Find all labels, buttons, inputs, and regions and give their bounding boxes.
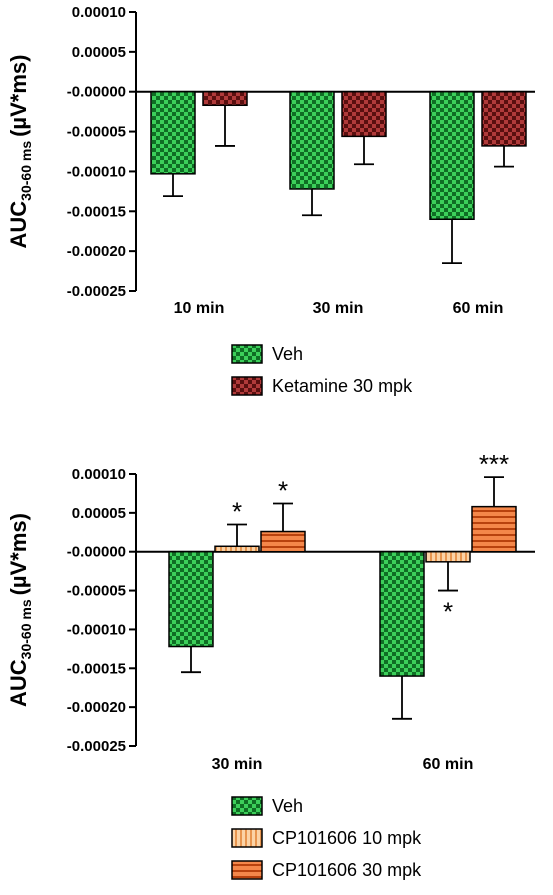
y-tick-label: -0.00015 [67,660,126,677]
x-category-label: 60 min [453,300,504,317]
legend-swatch [231,828,263,848]
bar [425,550,471,563]
legend-label: Veh [272,796,303,816]
y-tick-label: -0.00000 [67,84,126,101]
y-tick-label: -0.00020 [67,699,126,716]
y-tick-label: -0.00005 [67,124,126,141]
bar [341,90,387,138]
legend-top: Veh Ketamine 30 mpk [231,344,413,396]
bar [481,90,527,147]
bar [429,90,475,221]
y-tick-label: 0.00005 [72,505,126,522]
bar [214,545,260,553]
y-tick-label: -0.00025 [67,738,126,755]
bar [379,550,425,677]
x-category-label: 60 min [423,756,474,773]
significance-marker: * [278,476,288,506]
y-tick-label: -0.00010 [67,163,126,180]
y-tick-label: -0.00015 [67,203,126,220]
y-axis-label: AUC30-60 ms(µV*ms) [6,513,34,707]
x-category-label: 30 min [212,756,263,773]
y-tick-label: -0.00000 [67,544,126,561]
bar [150,90,196,175]
y-tick-label: 0.00010 [72,4,126,21]
significance-marker: * [232,497,242,527]
bar [260,530,306,553]
y-tick-label: -0.00025 [67,283,126,300]
y-axis-label: AUC30-60 ms(µV*ms) [6,55,34,249]
legend-swatch [231,860,263,880]
y-tick-label: 0.00005 [72,44,126,61]
chart-bottom: 0.00010 0.00005 -0.00000 -0.00005 -0.00010 -0… [6,449,535,773]
bar [471,505,517,553]
y-tick-label: -0.00005 [67,583,126,600]
y-tick-label: -0.00020 [67,243,126,260]
bar [202,90,248,107]
significance-marker: *** [479,449,509,479]
legend-label: Veh [272,344,303,364]
legend-swatch [231,376,263,396]
y-tick-label: -0.00010 [67,621,126,638]
significance-marker: * [443,597,453,627]
legend-label: Ketamine 30 mpk [272,376,413,396]
legend-label: CP101606 10 mpk [272,828,422,848]
chart-top: 0.00010 0.00005 -0.00000 -0.00005 -0.00010 -0… [6,4,535,317]
legend-swatch [231,344,263,364]
legend-swatch [231,796,263,816]
bar [289,90,335,190]
x-category-label: 10 min [174,300,225,317]
bar [168,550,214,648]
legend-label: CP101606 30 mpk [272,860,422,880]
x-category-label: 30 min [313,300,364,317]
legend-bottom: Veh CP101606 10 mpk CP101606 30 mpk [231,796,422,880]
y-tick-label: 0.00010 [72,466,126,483]
